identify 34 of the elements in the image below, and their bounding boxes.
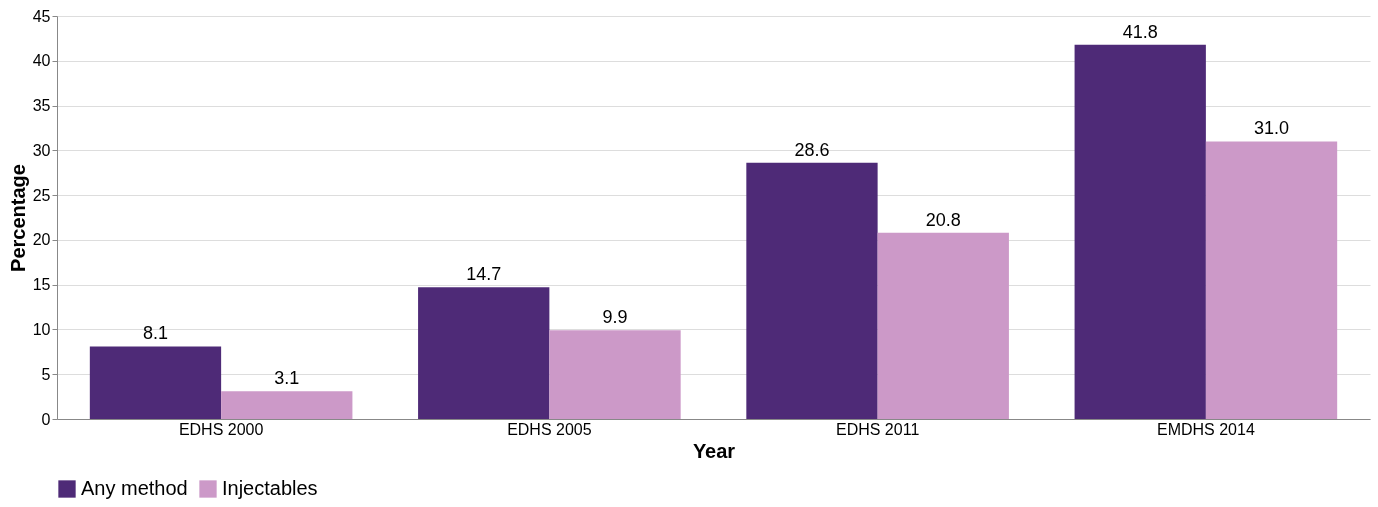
bar <box>877 232 1009 419</box>
bar <box>746 162 878 419</box>
x-tick-label: EMDHS 2014 <box>1156 420 1255 438</box>
bar <box>89 346 222 419</box>
bar <box>1074 44 1206 419</box>
y-tick-label: 20 <box>32 231 51 249</box>
data-label: 3.1 <box>274 368 300 389</box>
y-tick-label: 0 <box>41 410 51 428</box>
data-label: 9.9 <box>602 307 628 328</box>
y-axis-title: Percentage <box>6 164 29 272</box>
y-tick-label: 35 <box>32 97 51 115</box>
bar <box>221 391 353 419</box>
data-label: 28.6 <box>794 139 830 160</box>
data-label: 8.1 <box>142 323 168 344</box>
y-tick-label: 25 <box>32 186 51 204</box>
y-tick-label: 45 <box>32 7 51 25</box>
x-tick-label: EDHS 2011 <box>835 420 920 438</box>
x-tick-label: EDHS 2005 <box>507 420 592 438</box>
legend-label: Injectables <box>222 477 318 499</box>
bar <box>418 287 550 419</box>
data-label: 20.8 <box>925 209 961 230</box>
data-label: 31.0 <box>1254 118 1290 139</box>
y-tick-label: 10 <box>32 320 51 338</box>
bar <box>549 330 681 419</box>
y-tick-label: 30 <box>32 141 51 159</box>
bar <box>1205 141 1338 419</box>
data-label: 41.8 <box>1122 21 1158 42</box>
data-label: 14.7 <box>466 264 502 285</box>
y-tick-label: 5 <box>41 365 51 383</box>
x-axis-title: Year <box>692 439 736 462</box>
y-tick-label: 15 <box>32 276 51 294</box>
x-tick-label: EDHS 2000 <box>178 420 264 438</box>
y-tick-label: 40 <box>32 52 51 70</box>
legend-label: Any method <box>81 477 188 499</box>
